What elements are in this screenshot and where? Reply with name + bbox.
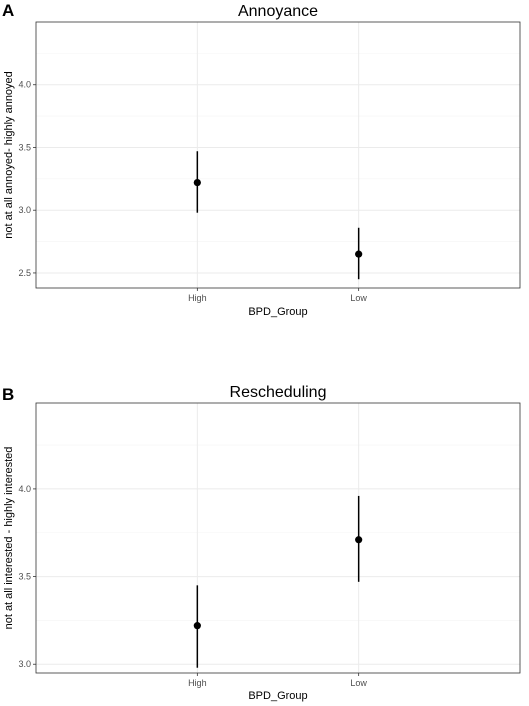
x-axis-label-a: BPD_Group: [248, 306, 307, 318]
plot-frame-a: [35, 21, 521, 289]
data-point-high-b: [193, 622, 201, 630]
data-point-low-a: [355, 250, 363, 258]
y-tick-label: 3.5: [18, 572, 31, 582]
x-tick-label-high: High: [188, 678, 207, 688]
grid-a: [36, 22, 520, 288]
x-tick-label-low: Low: [350, 678, 367, 688]
data-point-high-a: [193, 179, 201, 187]
chart-title-rescheduling: Rescheduling: [230, 384, 327, 401]
data-point-low-b: [355, 536, 363, 544]
grid-b: [36, 403, 520, 673]
y-tick-label: 2.5: [18, 268, 31, 278]
y-axis-label-b: not at all interested - highly intereste…: [3, 447, 15, 630]
y-axis-label-a: not at all annoyed- highly annoyed: [3, 71, 15, 239]
marks-b: [193, 495, 363, 668]
plot-frame-b: [35, 402, 521, 674]
marks-a: [193, 151, 363, 280]
x-axis-label-b: BPD_Group: [248, 690, 307, 702]
ticks-a: 2.5 3.0 3.5 4.0 High Low: [18, 80, 367, 303]
x-tick-label-low: Low: [350, 293, 367, 303]
y-tick-label: 3.0: [18, 659, 31, 669]
y-tick-label: 3.5: [18, 142, 31, 152]
panel-letter-b: B: [2, 385, 14, 404]
ticks-b: 3.0 3.5 4.0 High Low: [18, 484, 367, 688]
y-tick-label: 4.0: [18, 484, 31, 494]
y-tick-label: 3.0: [18, 205, 31, 215]
chart-title-annoyance: Annoyance: [238, 3, 318, 20]
panel-b: B Rescheduling 3.0 3.5 4.0 High Low BPD_Grou…: [2, 384, 521, 702]
panel-letter-a: A: [2, 1, 14, 20]
panel-a: A Annoyance 2.5 3.0 3.5 4.0 High Low BPD_Grou…: [2, 1, 521, 318]
x-tick-label-high: High: [188, 293, 207, 303]
y-tick-label: 4.0: [18, 80, 31, 90]
